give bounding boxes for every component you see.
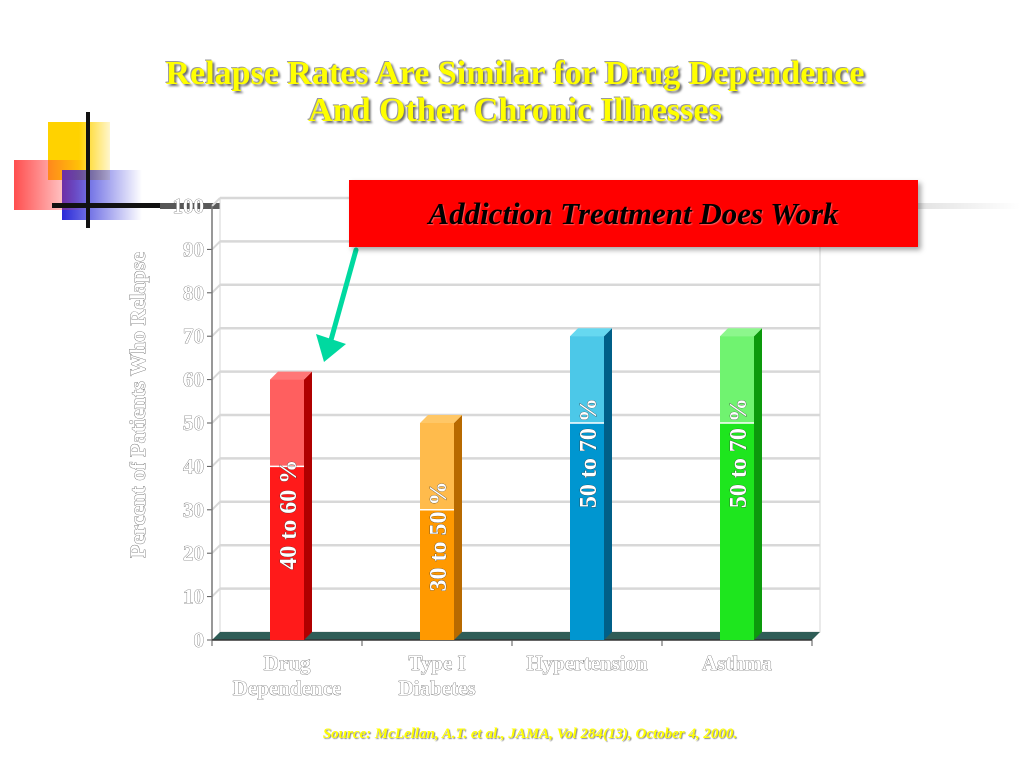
gridline-40-side xyxy=(212,458,220,466)
y-tick-label-10: 10 xyxy=(183,585,204,609)
bar-drug-dependence-range xyxy=(270,380,304,467)
gridline-50-side xyxy=(212,415,220,423)
y-tick-label-0: 0 xyxy=(194,628,205,652)
bar-drug-dependence-value-label: 40 to 60 % xyxy=(276,460,302,570)
bar-drug-dependence-side xyxy=(304,372,312,640)
category-label-0: Drug Dependence xyxy=(233,651,342,700)
y-tick-label-90: 90 xyxy=(183,237,204,261)
bar-asthma-value-label: 50 to 70 % xyxy=(726,398,752,508)
bar-asthma-side xyxy=(754,328,762,640)
callout-text: Addiction Treatment Does Work xyxy=(428,196,838,232)
gridline-80-side xyxy=(212,285,220,293)
bar-type-i-diabetes-value-label: 30 to 50 % xyxy=(426,482,452,592)
y-tick-label-30: 30 xyxy=(183,498,204,522)
gridline-30-side xyxy=(212,502,220,510)
gridline-20-side xyxy=(212,545,220,553)
gridline-100-side xyxy=(212,198,220,206)
category-label-1: Type I Diabetes xyxy=(399,651,476,700)
gridline-70-side xyxy=(212,328,220,336)
y-tick-label-50: 50 xyxy=(183,411,204,435)
bar-hypertension-side xyxy=(604,328,612,640)
y-tick-label-100: 100 xyxy=(173,194,205,218)
gridline-10-side xyxy=(212,589,220,597)
gridline-60-side xyxy=(212,372,220,380)
y-tick-label-40: 40 xyxy=(183,454,204,478)
y-tick-label-60: 60 xyxy=(183,368,204,392)
y-tick-label-80: 80 xyxy=(183,281,204,305)
category-label-3: Asthma xyxy=(702,651,773,675)
callout-box: Addiction Treatment Does Work xyxy=(349,180,918,247)
bar-type-i-diabetes-side xyxy=(454,415,462,640)
y-tick-label-20: 20 xyxy=(183,541,204,565)
bar-hypertension-value-label: 50 to 70 % xyxy=(576,398,602,508)
category-label-2: Hypertension xyxy=(526,651,648,675)
y-axis-title: Percent of Patients Who Relapse xyxy=(125,252,150,558)
source-citation: Source: McLellan, A.T. et al., JAMA, Vol… xyxy=(150,726,910,743)
y-tick-label-70: 70 xyxy=(183,324,204,348)
gridline-90-side xyxy=(212,241,220,249)
